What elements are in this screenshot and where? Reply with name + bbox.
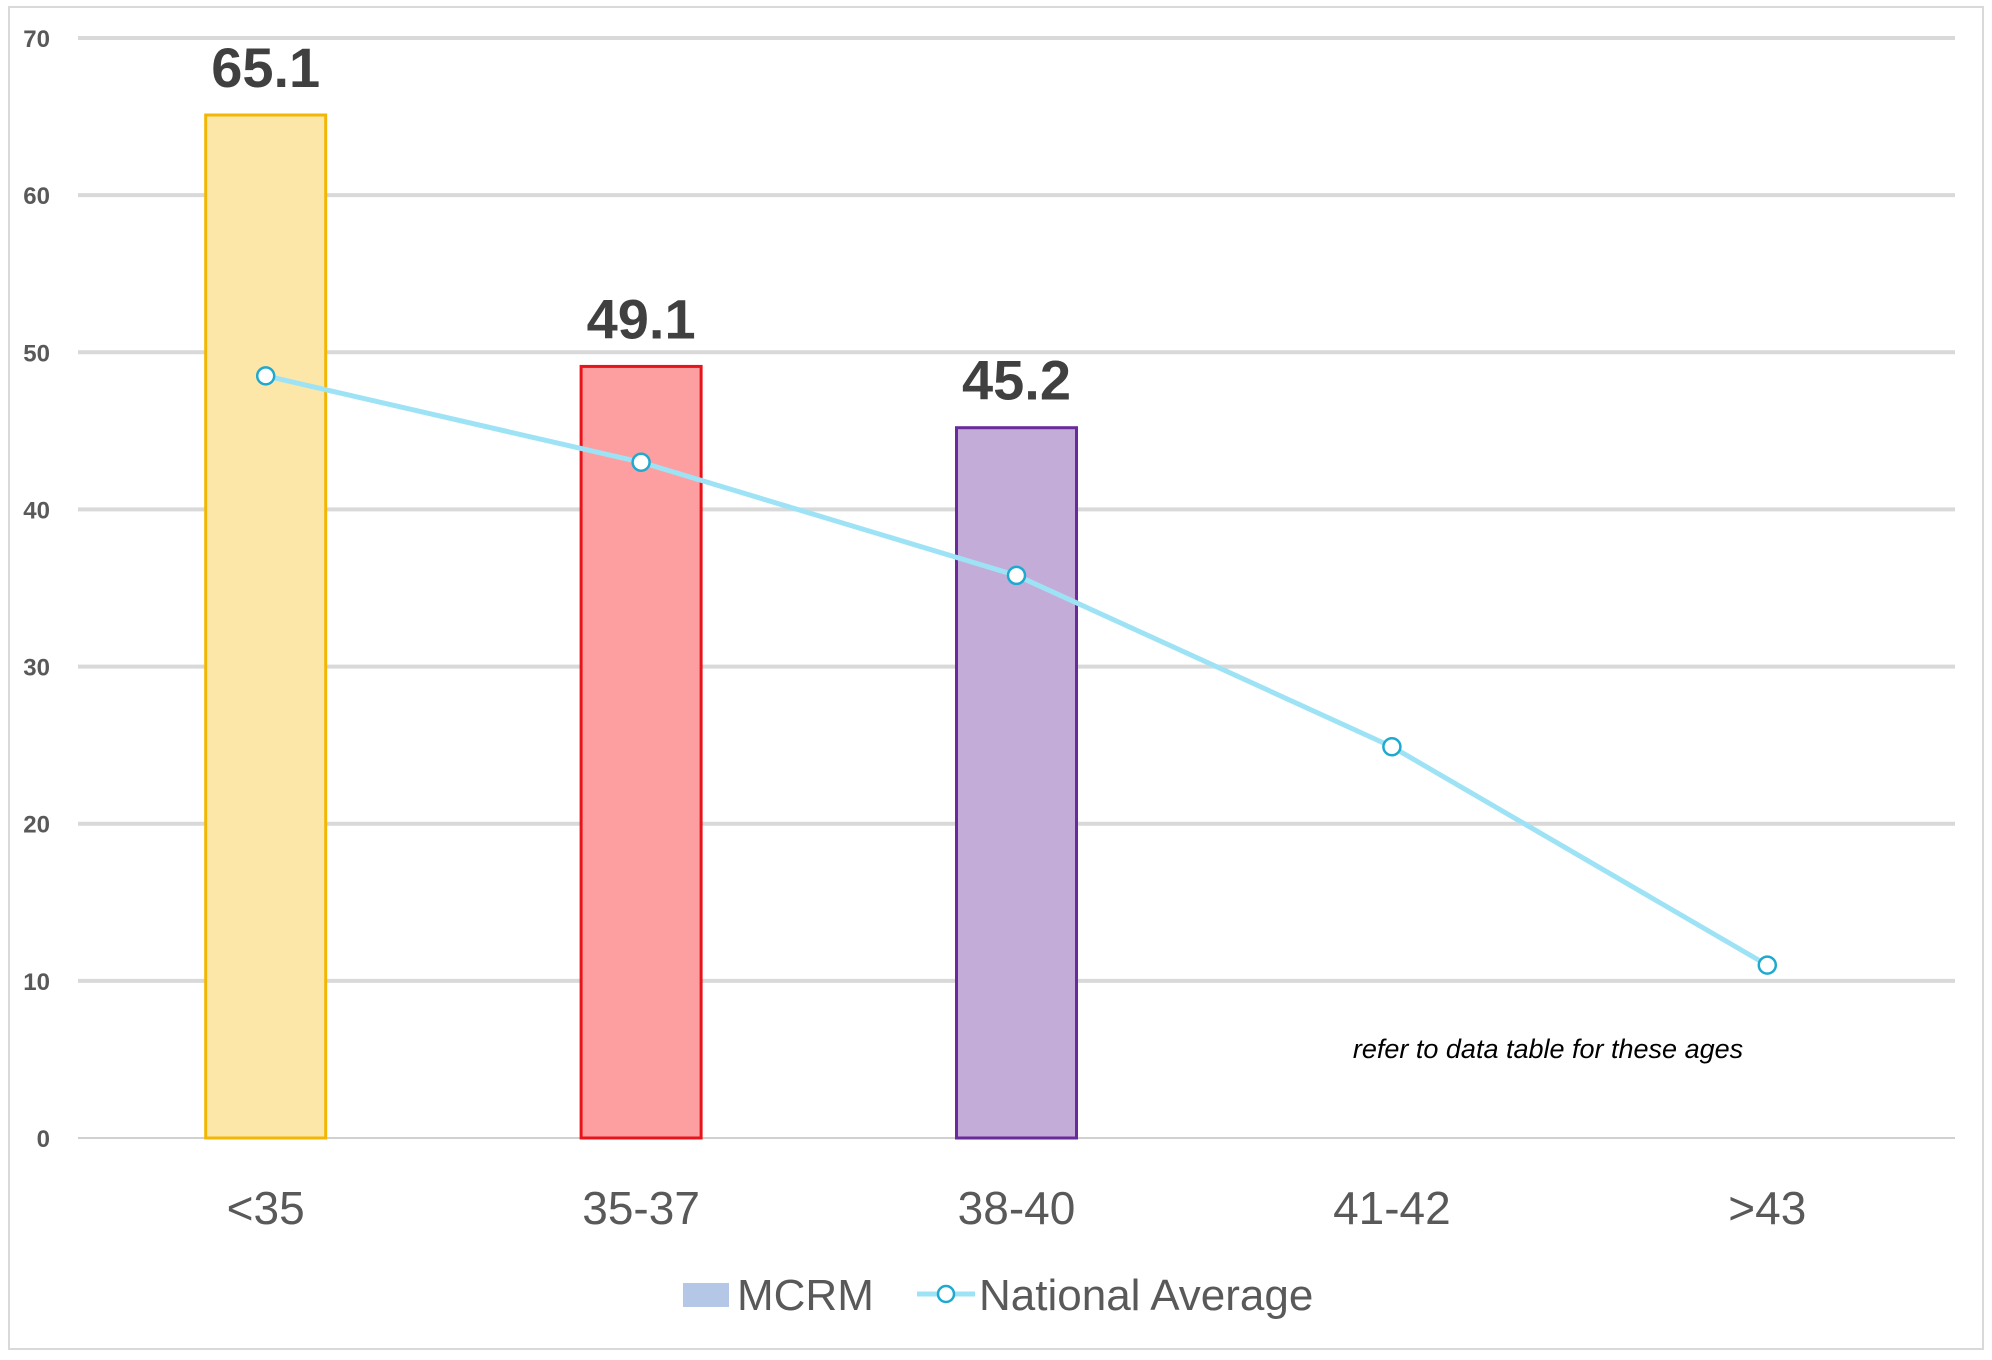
legend-label-national-average: National Average bbox=[979, 1271, 1313, 1320]
line-point bbox=[631, 452, 651, 473]
y-tick-label: 60 bbox=[23, 183, 50, 210]
y-tick-label: 70 bbox=[23, 26, 50, 53]
bar-data-label: 49.1 bbox=[587, 287, 696, 350]
y-tick-label: 20 bbox=[23, 812, 50, 839]
legend-marker-national-average bbox=[936, 1284, 956, 1304]
bars bbox=[204, 113, 1078, 1140]
bar-data-label: 45.2 bbox=[962, 349, 1071, 412]
line-point bbox=[255, 366, 276, 386]
y-tick-label: 40 bbox=[23, 497, 50, 524]
x-category-label: 38-40 bbox=[958, 1182, 1076, 1234]
line-point bbox=[1006, 565, 1027, 586]
x-axis-categories: <35 35-37 38-40 41-42 >43 bbox=[227, 1182, 1807, 1234]
annotation-note: refer to data table for these ages bbox=[1353, 1034, 1743, 1064]
y-tick-label: 0 bbox=[37, 1126, 50, 1153]
x-category-label: >43 bbox=[1728, 1182, 1806, 1234]
y-tick-label: 50 bbox=[23, 340, 50, 367]
y-axis-ticks: 0 10 20 30 40 50 60 70 bbox=[23, 26, 50, 1153]
national-average-line bbox=[255, 366, 1778, 975]
line-point bbox=[1382, 736, 1402, 757]
line-point bbox=[1757, 955, 1778, 975]
bar bbox=[204, 113, 328, 1140]
x-category-label: <35 bbox=[227, 1182, 305, 1234]
y-tick-label: 10 bbox=[23, 969, 50, 996]
x-category-label: 35-37 bbox=[582, 1182, 700, 1234]
x-category-label: 41-42 bbox=[1333, 1182, 1451, 1234]
legend: MCRM National Average bbox=[683, 1271, 1313, 1320]
bar bbox=[579, 364, 703, 1140]
legend-label-mcrm: MCRM bbox=[737, 1271, 874, 1320]
legend-swatch-mcrm bbox=[683, 1283, 729, 1307]
bar bbox=[955, 426, 1078, 1140]
bar-data-label: 65.1 bbox=[211, 36, 320, 99]
data-labels: 65.1 49.1 45.2 bbox=[211, 36, 1071, 412]
y-tick-label: 30 bbox=[23, 655, 50, 682]
